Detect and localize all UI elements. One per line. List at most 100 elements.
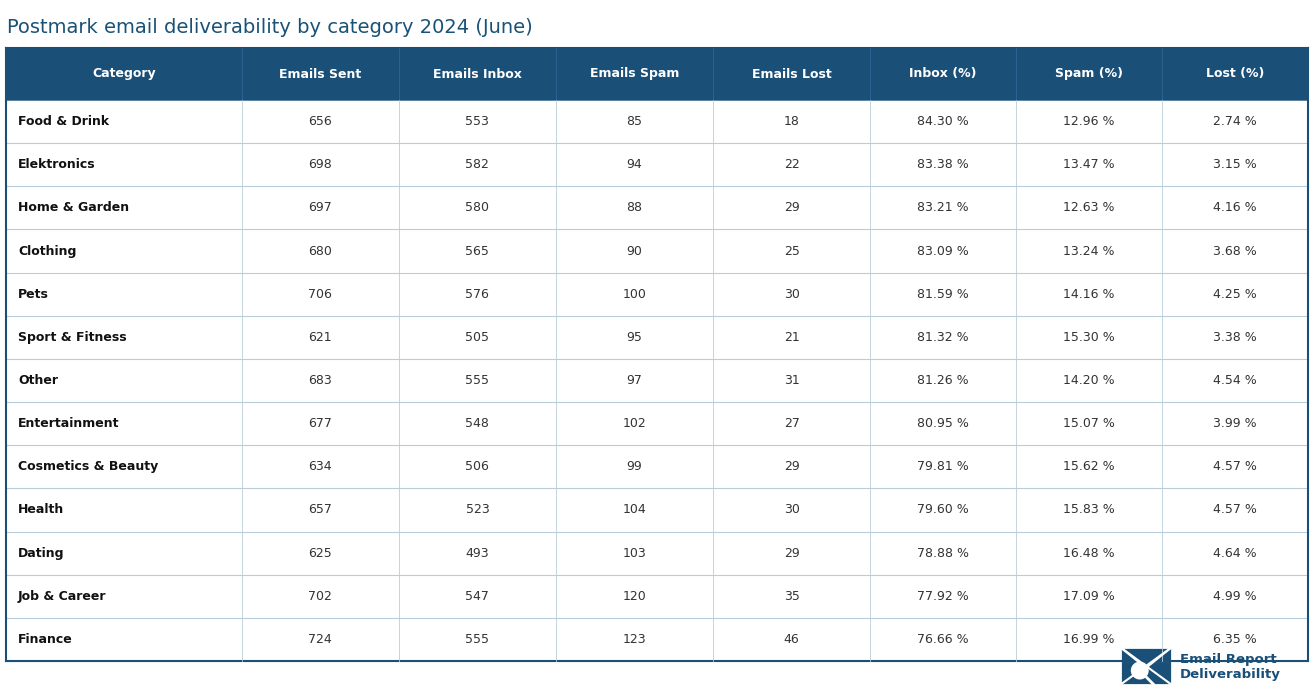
- Text: 4.54 %: 4.54 %: [1213, 374, 1257, 387]
- Text: 78.88 %: 78.88 %: [917, 546, 970, 559]
- Text: 81.26 %: 81.26 %: [917, 374, 968, 387]
- Bar: [1120, 647, 1172, 685]
- Bar: [399, 229, 556, 273]
- Text: 29: 29: [784, 201, 799, 214]
- Bar: [870, 186, 1016, 229]
- Bar: [870, 402, 1016, 445]
- Bar: [1016, 359, 1162, 402]
- Text: 46: 46: [784, 633, 799, 646]
- Text: 81.32 %: 81.32 %: [917, 331, 968, 344]
- Bar: [7, 359, 242, 402]
- Text: 3.38 %: 3.38 %: [1213, 331, 1257, 344]
- Text: Other: Other: [18, 374, 58, 387]
- Bar: [399, 48, 556, 100]
- Bar: [556, 359, 714, 402]
- Bar: [399, 531, 556, 575]
- Text: 29: 29: [784, 546, 799, 559]
- Bar: [242, 575, 399, 618]
- Bar: [714, 618, 870, 661]
- Bar: [1016, 489, 1162, 531]
- Text: Clothing: Clothing: [18, 245, 76, 258]
- Text: 84.30 %: 84.30 %: [917, 115, 970, 128]
- Text: 12.96 %: 12.96 %: [1063, 115, 1114, 128]
- Text: 677: 677: [309, 417, 332, 430]
- Circle shape: [1130, 661, 1150, 681]
- Bar: [870, 531, 1016, 575]
- Bar: [714, 48, 870, 100]
- Text: 79.81 %: 79.81 %: [917, 460, 970, 473]
- Text: 95: 95: [627, 331, 643, 344]
- Bar: [242, 316, 399, 359]
- Bar: [714, 100, 870, 143]
- Text: 656: 656: [309, 115, 332, 128]
- Text: 4.64 %: 4.64 %: [1213, 546, 1257, 559]
- Bar: [242, 143, 399, 186]
- Bar: [7, 186, 242, 229]
- Text: 3.99 %: 3.99 %: [1213, 417, 1257, 430]
- Text: Food & Drink: Food & Drink: [18, 115, 109, 128]
- Text: 553: 553: [465, 115, 489, 128]
- Bar: [242, 229, 399, 273]
- Bar: [1162, 229, 1307, 273]
- Bar: [7, 489, 242, 531]
- Text: 88: 88: [627, 201, 643, 214]
- Bar: [1162, 618, 1307, 661]
- Bar: [556, 531, 714, 575]
- Text: 565: 565: [465, 245, 489, 258]
- Text: 123: 123: [623, 633, 646, 646]
- Bar: [242, 402, 399, 445]
- Bar: [1016, 273, 1162, 316]
- Bar: [399, 402, 556, 445]
- Bar: [7, 575, 242, 618]
- Bar: [7, 531, 242, 575]
- Text: 6.35 %: 6.35 %: [1213, 633, 1257, 646]
- Bar: [1016, 316, 1162, 359]
- Bar: [714, 489, 870, 531]
- Text: 2.74 %: 2.74 %: [1213, 115, 1257, 128]
- Bar: [714, 575, 870, 618]
- Bar: [7, 143, 242, 186]
- Bar: [242, 618, 399, 661]
- Bar: [1016, 143, 1162, 186]
- Text: Cosmetics & Beauty: Cosmetics & Beauty: [18, 460, 158, 473]
- Bar: [399, 143, 556, 186]
- Text: 104: 104: [623, 504, 646, 517]
- Text: 35: 35: [783, 590, 800, 603]
- Text: 582: 582: [465, 158, 489, 172]
- Text: 523: 523: [465, 504, 489, 517]
- Bar: [556, 229, 714, 273]
- Bar: [870, 229, 1016, 273]
- Text: 80.95 %: 80.95 %: [917, 417, 970, 430]
- Bar: [714, 402, 870, 445]
- Text: 97: 97: [627, 374, 643, 387]
- Bar: [714, 186, 870, 229]
- Text: 634: 634: [309, 460, 332, 473]
- Text: 81.59 %: 81.59 %: [917, 288, 970, 300]
- Text: 15.62 %: 15.62 %: [1063, 460, 1116, 473]
- Bar: [1162, 100, 1307, 143]
- Bar: [1162, 531, 1307, 575]
- Text: Elektronics: Elektronics: [18, 158, 96, 172]
- Text: Lost (%): Lost (%): [1206, 68, 1264, 81]
- Bar: [242, 489, 399, 531]
- Bar: [1162, 575, 1307, 618]
- Text: 17.09 %: 17.09 %: [1063, 590, 1116, 603]
- Text: Sport & Fitness: Sport & Fitness: [18, 331, 126, 344]
- Text: Spam (%): Spam (%): [1055, 68, 1123, 81]
- Bar: [1016, 100, 1162, 143]
- Text: Emails Sent: Emails Sent: [279, 68, 361, 81]
- Text: 724: 724: [309, 633, 332, 646]
- Bar: [242, 273, 399, 316]
- Bar: [870, 316, 1016, 359]
- Bar: [1162, 316, 1307, 359]
- Bar: [399, 100, 556, 143]
- Text: 13.24 %: 13.24 %: [1063, 245, 1114, 258]
- Text: 77.92 %: 77.92 %: [917, 590, 970, 603]
- Bar: [242, 445, 399, 489]
- Text: 14.16 %: 14.16 %: [1063, 288, 1114, 300]
- Bar: [7, 48, 242, 100]
- Text: 3.15 %: 3.15 %: [1213, 158, 1257, 172]
- Bar: [1016, 575, 1162, 618]
- Bar: [714, 445, 870, 489]
- Bar: [7, 618, 242, 661]
